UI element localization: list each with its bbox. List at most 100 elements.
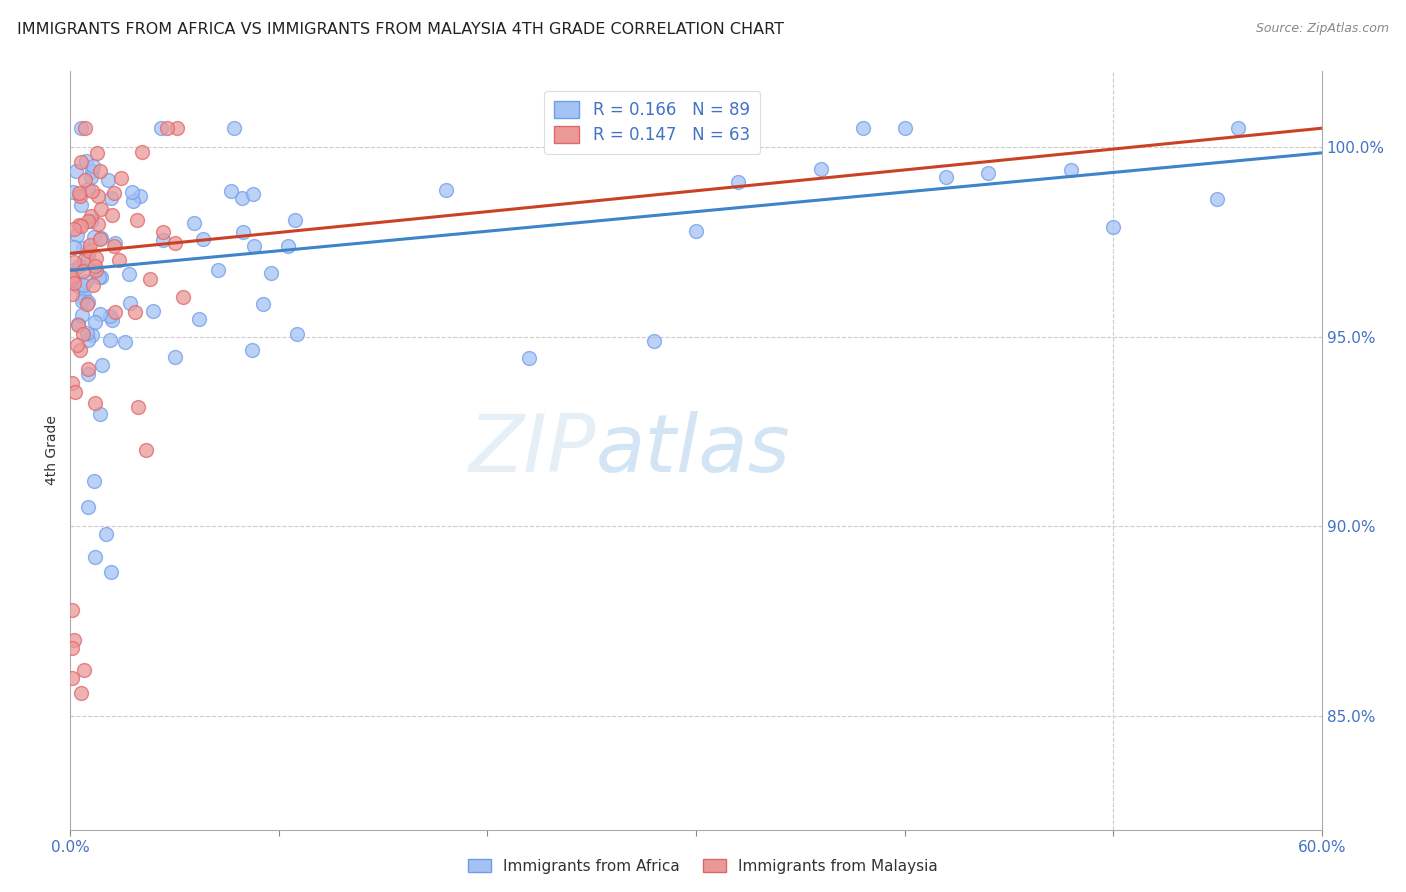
Point — [165, 236, 187, 251]
Point — [90, 202, 112, 216]
Point — [80, 327, 103, 342]
Point — [118, 267, 141, 281]
Point — [101, 208, 124, 222]
Point — [60, 274, 83, 288]
Point — [1206, 193, 1229, 207]
Point — [165, 350, 187, 364]
Point — [72, 278, 94, 293]
Point — [76, 334, 98, 348]
Point — [70, 219, 93, 233]
Point — [65, 227, 87, 242]
Point — [82, 278, 104, 293]
Point — [221, 184, 243, 198]
Point — [1060, 163, 1083, 178]
Point — [63, 632, 86, 647]
Point — [284, 213, 307, 227]
Y-axis label: 4th Grade: 4th Grade — [45, 416, 59, 485]
Point — [101, 313, 124, 327]
Point — [67, 218, 90, 232]
Point — [63, 262, 86, 277]
Point — [67, 318, 90, 332]
Point — [231, 191, 253, 205]
Point — [70, 198, 93, 212]
Point — [110, 170, 132, 185]
Point — [224, 121, 246, 136]
Point — [84, 259, 107, 273]
Point — [90, 269, 112, 284]
Point — [141, 304, 163, 318]
Point — [242, 187, 264, 202]
Point — [207, 263, 229, 277]
Point — [65, 164, 87, 178]
Point — [183, 216, 205, 230]
Point — [79, 237, 101, 252]
Point — [125, 212, 148, 227]
Point — [121, 185, 143, 199]
Point — [240, 343, 263, 357]
Point — [727, 175, 749, 189]
Point — [73, 253, 96, 268]
Point — [83, 395, 105, 409]
Point — [172, 290, 194, 304]
Point — [86, 145, 108, 160]
Point — [60, 287, 83, 301]
Point — [73, 121, 96, 136]
Point — [277, 239, 299, 253]
Point — [62, 671, 84, 685]
Legend: R = 0.166   N = 89, R = 0.147   N = 63: R = 0.166 N = 89, R = 0.147 N = 63 — [544, 91, 759, 154]
Point — [131, 145, 153, 160]
Point — [67, 186, 90, 200]
Point — [152, 233, 174, 247]
Point — [83, 474, 105, 488]
Point — [90, 230, 112, 244]
Point — [98, 333, 121, 347]
Point — [76, 297, 98, 311]
Point — [149, 121, 172, 136]
Point — [108, 252, 131, 267]
Point — [166, 121, 188, 136]
Text: IMMIGRANTS FROM AFRICA VS IMMIGRANTS FROM MALAYSIA 4TH GRADE CORRELATION CHART: IMMIGRANTS FROM AFRICA VS IMMIGRANTS FRO… — [17, 22, 785, 37]
Point — [73, 663, 96, 677]
Point — [84, 315, 107, 329]
Point — [129, 188, 152, 202]
Point — [1227, 121, 1250, 136]
Point — [103, 186, 125, 200]
Point — [69, 121, 91, 136]
Point — [80, 170, 103, 185]
Point — [75, 274, 97, 288]
Point — [104, 236, 127, 251]
Point — [63, 384, 86, 399]
Point — [60, 272, 83, 286]
Point — [67, 278, 90, 293]
Point — [104, 305, 127, 319]
Point — [66, 338, 89, 352]
Point — [72, 263, 94, 277]
Point — [252, 297, 274, 311]
Point — [685, 224, 707, 238]
Point — [69, 343, 91, 358]
Point — [76, 326, 98, 340]
Point — [87, 188, 110, 202]
Point — [72, 241, 94, 255]
Point — [156, 121, 179, 136]
Point — [77, 250, 100, 264]
Point — [70, 154, 93, 169]
Point — [63, 255, 86, 269]
Point — [60, 269, 83, 284]
Point — [135, 442, 157, 457]
Legend: Immigrants from Africa, Immigrants from Malaysia: Immigrants from Africa, Immigrants from … — [463, 853, 943, 880]
Point — [60, 602, 83, 616]
Point — [63, 240, 86, 254]
Point — [62, 640, 84, 655]
Point — [100, 190, 122, 204]
Point — [69, 189, 91, 203]
Point — [243, 239, 266, 253]
Point — [188, 311, 211, 326]
Point — [139, 272, 162, 286]
Point — [191, 232, 214, 246]
Point — [1102, 220, 1125, 235]
Point — [89, 232, 111, 246]
Point — [83, 229, 105, 244]
Point — [84, 252, 107, 266]
Point — [810, 161, 832, 176]
